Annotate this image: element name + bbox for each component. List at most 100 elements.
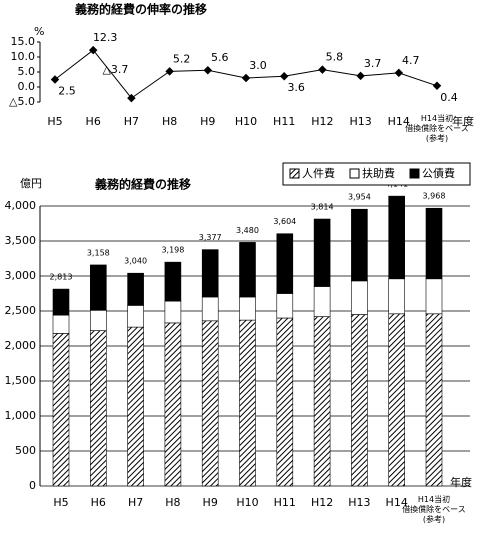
- total-label: 3,040: [124, 257, 147, 266]
- value-label: 4.7: [402, 54, 420, 67]
- marker: [241, 73, 251, 83]
- marker: [88, 45, 98, 55]
- bar-segment: [201, 249, 219, 298]
- x-tick-label: H9: [203, 496, 218, 509]
- legend-swatch: [409, 168, 420, 179]
- bar-segment: [201, 296, 219, 322]
- x-tick-label: H12: [311, 496, 333, 509]
- x-tick-label: H7: [124, 115, 139, 128]
- bar-segment: [164, 322, 182, 487]
- bar-segment: [351, 208, 368, 282]
- value-label: 0.4: [440, 91, 458, 104]
- bar-segment: [388, 313, 406, 487]
- bar-segment: [90, 264, 107, 311]
- x-tick-label: H14: [386, 496, 408, 509]
- marker: [318, 65, 327, 74]
- x-tick-label: H6: [86, 115, 101, 128]
- x-tick-label: H8: [162, 115, 177, 128]
- bar-segment: [52, 333, 70, 487]
- value-label: 5.8: [326, 51, 344, 64]
- bar-segment: [425, 313, 443, 487]
- y-tick-label: 1,500: [5, 374, 37, 387]
- total-label: 3,604: [273, 217, 296, 226]
- y-tick-label: 15.0: [11, 35, 36, 48]
- marker: [279, 71, 289, 81]
- y-tick-label: △5.0: [9, 95, 35, 108]
- y-tick-label: 3,500: [5, 234, 37, 247]
- total-label: 3,814: [311, 203, 334, 212]
- chart-title: 義務的経費の推移: [95, 177, 191, 192]
- bar-segment: [388, 195, 406, 280]
- bar-segment: [127, 326, 144, 487]
- x-tick-label: H11: [274, 496, 296, 509]
- x-tick-label: H7: [128, 496, 143, 509]
- total-label: 3,954: [348, 193, 371, 202]
- bar-segment: [90, 330, 107, 487]
- y-tick-label: 0.0: [18, 80, 36, 93]
- value-label: 12.3: [93, 31, 118, 44]
- bar-segment: [276, 317, 294, 487]
- marker: [50, 75, 60, 84]
- y-tick-label: 2,000: [5, 339, 37, 352]
- bar-segment: [239, 242, 256, 298]
- total-label: 3,377: [199, 233, 222, 242]
- bar-segment: [313, 286, 331, 317]
- total-label: 3,198: [161, 246, 184, 255]
- bar-segment: [127, 305, 144, 328]
- marker: [127, 93, 136, 103]
- value-label: 2.5: [58, 85, 76, 98]
- marker: [165, 67, 174, 76]
- bar-segment: [388, 278, 406, 315]
- total-label: 3,480: [236, 226, 259, 235]
- legend-swatch: [349, 168, 360, 179]
- value-label: 3.6: [287, 81, 305, 94]
- x-tick-label: H5: [53, 496, 68, 509]
- y-tick-label: 10.0: [11, 50, 36, 63]
- bar-segment: [425, 207, 443, 280]
- x-tick-label: H5: [47, 115, 62, 128]
- bar-segment: [90, 309, 107, 331]
- y-tick-label: 4,000: [5, 199, 37, 212]
- x-tick-label: H14: [388, 115, 410, 128]
- bar-segment: [127, 272, 144, 306]
- bar-segment: [313, 316, 331, 487]
- value-label: 5.6: [211, 51, 229, 64]
- bar-segment: [313, 218, 331, 287]
- x-tick-label: H8: [165, 496, 180, 509]
- total-label: 3,158: [87, 248, 110, 257]
- x-tick-label: H14当初借換償除をベース(参考): [405, 113, 469, 143]
- legend-label: 公債費: [422, 166, 455, 180]
- legend-box: [282, 162, 471, 186]
- x-axis-label: 年度: [450, 475, 472, 489]
- bar-segment: [52, 288, 70, 316]
- y-tick-label: 0: [29, 479, 36, 492]
- x-tick-label: H13: [349, 115, 371, 128]
- x-tick-label: H9: [200, 115, 215, 128]
- total-label: 2,813: [50, 273, 73, 282]
- x-axis-label: 年度: [452, 114, 474, 128]
- x-tick-label: H13: [348, 496, 370, 509]
- bar-segment: [201, 320, 219, 487]
- value-label: 5.2: [173, 52, 191, 65]
- bar-segment: [276, 293, 294, 319]
- bar-segment: [276, 233, 294, 294]
- legend-label: 人件費: [302, 166, 335, 180]
- y-tick-label: 5.0: [18, 65, 36, 78]
- value-label: 3.0: [249, 59, 267, 72]
- marker: [203, 65, 213, 75]
- bar-segment: [52, 314, 70, 334]
- x-tick-label: H10: [236, 496, 258, 509]
- bar-segment: [351, 314, 368, 487]
- marker: [356, 71, 365, 81]
- x-tick-label: H14当初借換償除をベース(参考): [402, 494, 466, 524]
- bar-segment: [425, 278, 443, 315]
- bar-segment: [239, 319, 256, 487]
- value-label: 3.7: [364, 57, 382, 70]
- legend-label: 扶助費: [362, 166, 395, 180]
- x-tick-label: H10: [235, 115, 257, 128]
- x-tick-label: H12: [311, 115, 333, 128]
- x-tick-label: H11: [273, 115, 295, 128]
- total-label: 3,968: [423, 192, 446, 201]
- y-tick-label: 3,000: [5, 269, 37, 282]
